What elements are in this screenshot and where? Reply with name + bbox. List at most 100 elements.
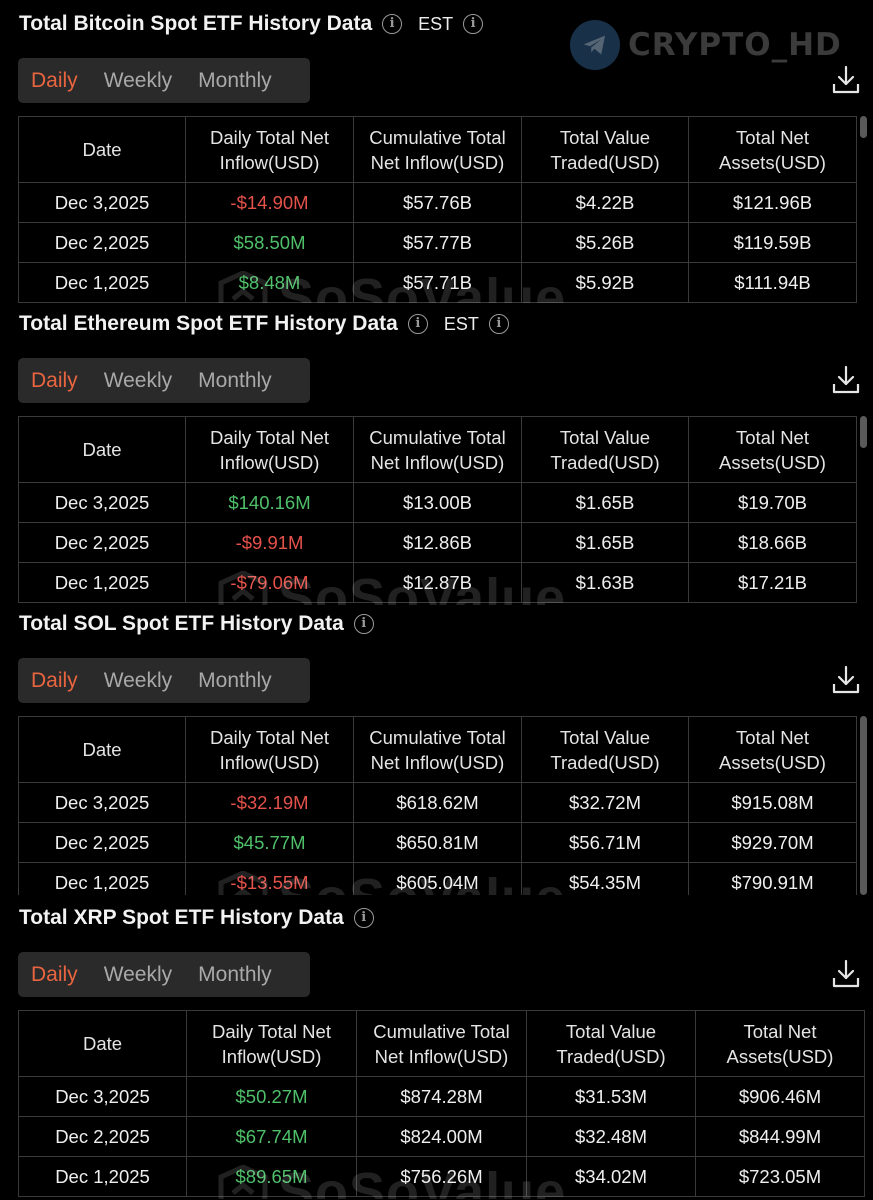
section-title: Total Bitcoin Spot ETF History Data xyxy=(19,12,373,35)
table-row[interactable]: Dec 3,2025 $50.27M $874.28M $31.53M $906… xyxy=(18,1076,865,1117)
tab-monthly[interactable]: Monthly xyxy=(198,68,272,92)
download-button[interactable] xyxy=(831,64,861,96)
period-tabs: Daily Weekly Monthly xyxy=(18,658,310,703)
date-cell: Dec 2,2025 xyxy=(18,222,186,263)
download-button[interactable] xyxy=(831,958,861,990)
header-row: Date Daily Total Net Inflow(USD) Cumulativ… xyxy=(18,416,857,483)
info-icon[interactable]: i xyxy=(353,908,374,928)
tab-monthly[interactable]: Monthly xyxy=(198,668,272,692)
table-row[interactable]: Dec 1,2025 $89.65M $756.26M $34.02M $723… xyxy=(18,1156,865,1197)
timezone-label: EST xyxy=(443,313,479,334)
total-value-traded-cell: $54.35M xyxy=(521,862,689,895)
table-row[interactable]: Dec 3,2025 -$14.90M $57.76B $4.22B $121.… xyxy=(18,182,857,223)
tab-daily[interactable]: Daily xyxy=(31,368,78,392)
info-icon[interactable]: i xyxy=(488,314,509,334)
section-title: Total Ethereum Spot ETF History Data xyxy=(19,312,398,335)
total-net-assets-cell: $906.46M xyxy=(695,1076,865,1117)
table-scrollbar[interactable] xyxy=(860,116,867,138)
header-row: Date Daily Total Net Inflow(USD) Cumulativ… xyxy=(18,716,857,783)
column-header: Cumulative Total Net Inflow(USD) xyxy=(356,1010,527,1077)
column-header: Daily Total Net Inflow(USD) xyxy=(185,116,354,183)
table-row[interactable]: Dec 2,2025 -$9.91M $12.86B $1.65B $18.66… xyxy=(18,522,857,563)
table-scrollbar[interactable] xyxy=(860,416,867,448)
history-table[interactable]: Date Daily Total Net Inflow(USD) Cumulativ… xyxy=(18,1010,866,1199)
tab-weekly[interactable]: Weekly xyxy=(103,668,173,692)
column-header: Daily Total Net Inflow(USD) xyxy=(185,716,354,783)
total-net-assets-cell: $915.08M xyxy=(688,782,857,823)
table-row[interactable]: Dec 2,2025 $67.74M $824.00M $32.48M $844… xyxy=(18,1116,865,1157)
table-row[interactable]: Dec 1,2025 -$13.55M $605.04M $54.35M $79… xyxy=(18,862,857,895)
section-header: Total XRP Spot ETF History Data i xyxy=(19,900,374,936)
column-header: Total Net Assets(USD) xyxy=(688,716,857,783)
cumulative-net-inflow-cell: $57.76B xyxy=(353,182,522,223)
timezone-label: EST xyxy=(418,13,454,34)
date-cell: Dec 1,2025 xyxy=(18,562,186,603)
info-icon[interactable]: i xyxy=(353,614,374,634)
tab-weekly[interactable]: Weekly xyxy=(103,368,173,392)
crypto-hd-watermark: CRYPTO_HD xyxy=(570,18,842,72)
download-icon xyxy=(832,365,860,394)
tab-monthly[interactable]: Monthly xyxy=(198,962,272,986)
section-title: Total SOL Spot ETF History Data xyxy=(19,612,344,635)
table-row[interactable]: Dec 3,2025 $140.16M $13.00B $1.65B $19.7… xyxy=(18,482,857,523)
daily-net-inflow-cell: $67.74M xyxy=(186,1116,357,1157)
total-net-assets-cell: $119.59B xyxy=(688,222,857,263)
column-header: Date xyxy=(18,1010,187,1077)
table-row[interactable]: Dec 2,2025 $58.50M $57.77B $5.26B $119.5… xyxy=(18,222,857,263)
info-icon[interactable]: i xyxy=(463,14,484,34)
download-button[interactable] xyxy=(831,664,861,696)
daily-net-inflow-cell: -$14.90M xyxy=(185,182,354,223)
download-icon xyxy=(832,65,860,94)
tab-daily[interactable]: Daily xyxy=(31,68,78,92)
cumulative-net-inflow-cell: $824.00M xyxy=(356,1116,527,1157)
cumulative-net-inflow-cell: $57.77B xyxy=(353,222,522,263)
table-row[interactable]: Dec 1,2025 -$79.06M $12.87B $1.63B $17.2… xyxy=(18,562,857,603)
download-button[interactable] xyxy=(831,364,861,396)
total-value-traded-cell: $5.92B xyxy=(521,262,689,303)
total-value-traded-cell: $1.65B xyxy=(521,522,689,563)
tab-weekly[interactable]: Weekly xyxy=(103,962,173,986)
history-table[interactable]: Date Daily Total Net Inflow(USD) Cumulativ… xyxy=(18,716,858,895)
table-row[interactable]: Dec 3,2025 -$32.19M $618.62M $32.72M $91… xyxy=(18,782,857,823)
daily-net-inflow-cell: $45.77M xyxy=(185,822,354,863)
column-header: Total Net Assets(USD) xyxy=(688,416,857,483)
tab-monthly[interactable]: Monthly xyxy=(198,368,272,392)
header-row: Date Daily Total Net Inflow(USD) Cumulativ… xyxy=(18,116,857,183)
total-net-assets-cell: $929.70M xyxy=(688,822,857,863)
total-net-assets-cell: $111.94B xyxy=(688,262,857,303)
total-value-traded-cell: $32.72M xyxy=(521,782,689,823)
total-net-assets-cell: $790.91M xyxy=(688,862,857,895)
daily-net-inflow-cell: $50.27M xyxy=(186,1076,357,1117)
column-header: Daily Total Net Inflow(USD) xyxy=(185,416,354,483)
tab-daily[interactable]: Daily xyxy=(31,668,78,692)
date-cell: Dec 3,2025 xyxy=(18,182,186,223)
download-icon xyxy=(832,665,860,694)
period-tabs: Daily Weekly Monthly xyxy=(18,358,310,403)
info-icon[interactable]: i xyxy=(407,314,428,334)
info-icon[interactable]: i xyxy=(382,14,403,34)
history-table[interactable]: Date Daily Total Net Inflow(USD) Cumulativ… xyxy=(18,416,858,605)
daily-net-inflow-cell: $89.65M xyxy=(186,1156,357,1197)
total-value-traded-cell: $1.65B xyxy=(521,482,689,523)
daily-net-inflow-cell: $8.48M xyxy=(185,262,354,303)
history-table[interactable]: Date Daily Total Net Inflow(USD) Cumulativ… xyxy=(18,116,858,303)
tab-weekly[interactable]: Weekly xyxy=(103,68,173,92)
total-net-assets-cell: $121.96B xyxy=(688,182,857,223)
telegram-icon xyxy=(570,20,620,70)
daily-net-inflow-cell: $58.50M xyxy=(185,222,354,263)
daily-net-inflow-cell: -$13.55M xyxy=(185,862,354,895)
table-row[interactable]: Dec 1,2025 $8.48M $57.71B $5.92B $111.94… xyxy=(18,262,857,303)
table-row[interactable]: Dec 2,2025 $45.77M $650.81M $56.71M $929… xyxy=(18,822,857,863)
section-header: Total Bitcoin Spot ETF History Data i ES… xyxy=(19,6,484,42)
date-cell: Dec 1,2025 xyxy=(18,262,186,303)
cumulative-net-inflow-cell: $756.26M xyxy=(356,1156,527,1197)
tab-daily[interactable]: Daily xyxy=(31,962,78,986)
column-header: Total Value Traded(USD) xyxy=(526,1010,696,1077)
brand-text: CRYPTO_HD xyxy=(628,27,842,63)
table-scrollbar[interactable] xyxy=(860,716,867,895)
daily-net-inflow-cell: -$79.06M xyxy=(185,562,354,603)
period-tabs: Daily Weekly Monthly xyxy=(18,952,310,997)
total-value-traded-cell: $1.63B xyxy=(521,562,689,603)
header-row: Date Daily Total Net Inflow(USD) Cumulativ… xyxy=(18,1010,865,1077)
total-value-traded-cell: $4.22B xyxy=(521,182,689,223)
